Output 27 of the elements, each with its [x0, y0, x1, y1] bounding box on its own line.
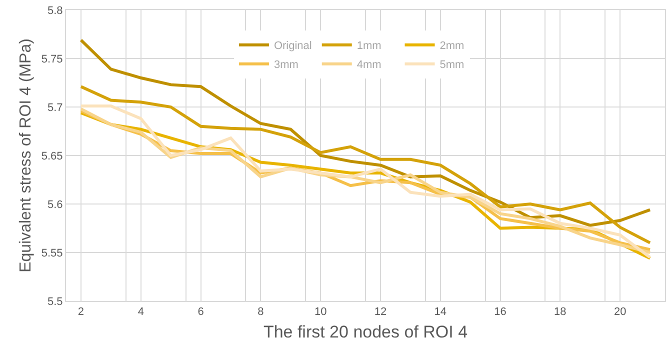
- y-tick-label: 5.65: [41, 150, 63, 162]
- x-tick-label: 16: [494, 306, 506, 318]
- x-axis-title: The first 20 nodes of ROI 4: [263, 322, 468, 342]
- y-tick-label: 5.75: [41, 53, 63, 66]
- x-tick-label: 10: [314, 306, 327, 318]
- legend-label: Original: [274, 40, 312, 52]
- line-series: [79, 38, 652, 227]
- x-tick-label: 12: [374, 306, 387, 318]
- x-tick-label: 14: [434, 306, 447, 318]
- y-tick-label: 5.7: [48, 102, 63, 114]
- legend-label: 4mm: [356, 59, 382, 72]
- line-series: [79, 85, 652, 244]
- legend-label: 2mm: [440, 40, 464, 52]
- y-tick-label: 5.8: [48, 4, 63, 17]
- x-tick-label: 18: [554, 306, 566, 318]
- legend-label: 1mm: [356, 40, 382, 52]
- x-tick-label: 2: [78, 306, 84, 318]
- y-tick-label: 5.55: [41, 247, 63, 260]
- y-tick-label: 5.5: [48, 296, 63, 308]
- x-tick-label: 4: [138, 306, 144, 318]
- legend-label: 5mm: [440, 59, 464, 72]
- y-axis-title: Equivalent stress of ROI 4 (MPa): [17, 38, 34, 272]
- legend-label: 3mm: [274, 59, 298, 72]
- x-tick-label: 8: [258, 306, 264, 318]
- x-tick-label: 6: [198, 306, 204, 318]
- x-tick-label: 20: [614, 306, 626, 318]
- y-tick-label: 5.6: [48, 198, 63, 211]
